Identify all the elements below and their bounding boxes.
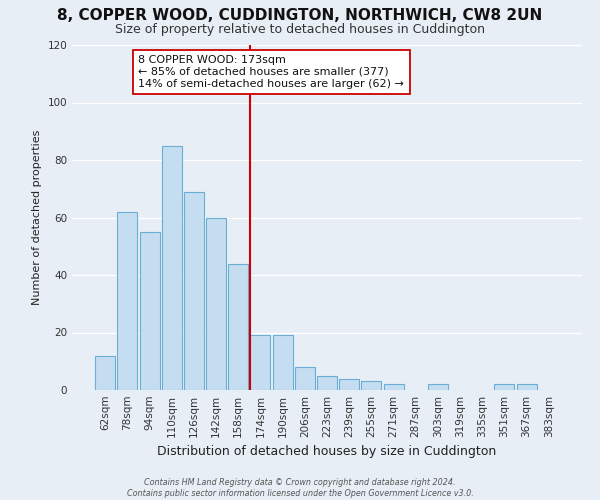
Bar	[272, 336, 293, 390]
Bar	[317, 376, 337, 390]
Bar	[118, 212, 137, 390]
Bar	[162, 146, 182, 390]
Text: 8, COPPER WOOD, CUDDINGTON, NORTHWICH, CW8 2UN: 8, COPPER WOOD, CUDDINGTON, NORTHWICH, C…	[58, 8, 542, 22]
Bar	[494, 384, 514, 390]
Bar	[428, 384, 448, 390]
Text: Size of property relative to detached houses in Cuddington: Size of property relative to detached ho…	[115, 22, 485, 36]
Bar	[383, 384, 404, 390]
Y-axis label: Number of detached properties: Number of detached properties	[32, 130, 42, 305]
Bar	[339, 378, 359, 390]
X-axis label: Distribution of detached houses by size in Cuddington: Distribution of detached houses by size …	[157, 446, 497, 458]
Bar	[295, 367, 315, 390]
Bar	[206, 218, 226, 390]
Text: Contains HM Land Registry data © Crown copyright and database right 2024.
Contai: Contains HM Land Registry data © Crown c…	[127, 478, 473, 498]
Bar	[140, 232, 160, 390]
Bar	[361, 382, 382, 390]
Bar	[250, 336, 271, 390]
Bar	[228, 264, 248, 390]
Bar	[184, 192, 204, 390]
Bar	[517, 384, 536, 390]
Text: 8 COPPER WOOD: 173sqm
← 85% of detached houses are smaller (377)
14% of semi-det: 8 COPPER WOOD: 173sqm ← 85% of detached …	[139, 56, 404, 88]
Bar	[95, 356, 115, 390]
